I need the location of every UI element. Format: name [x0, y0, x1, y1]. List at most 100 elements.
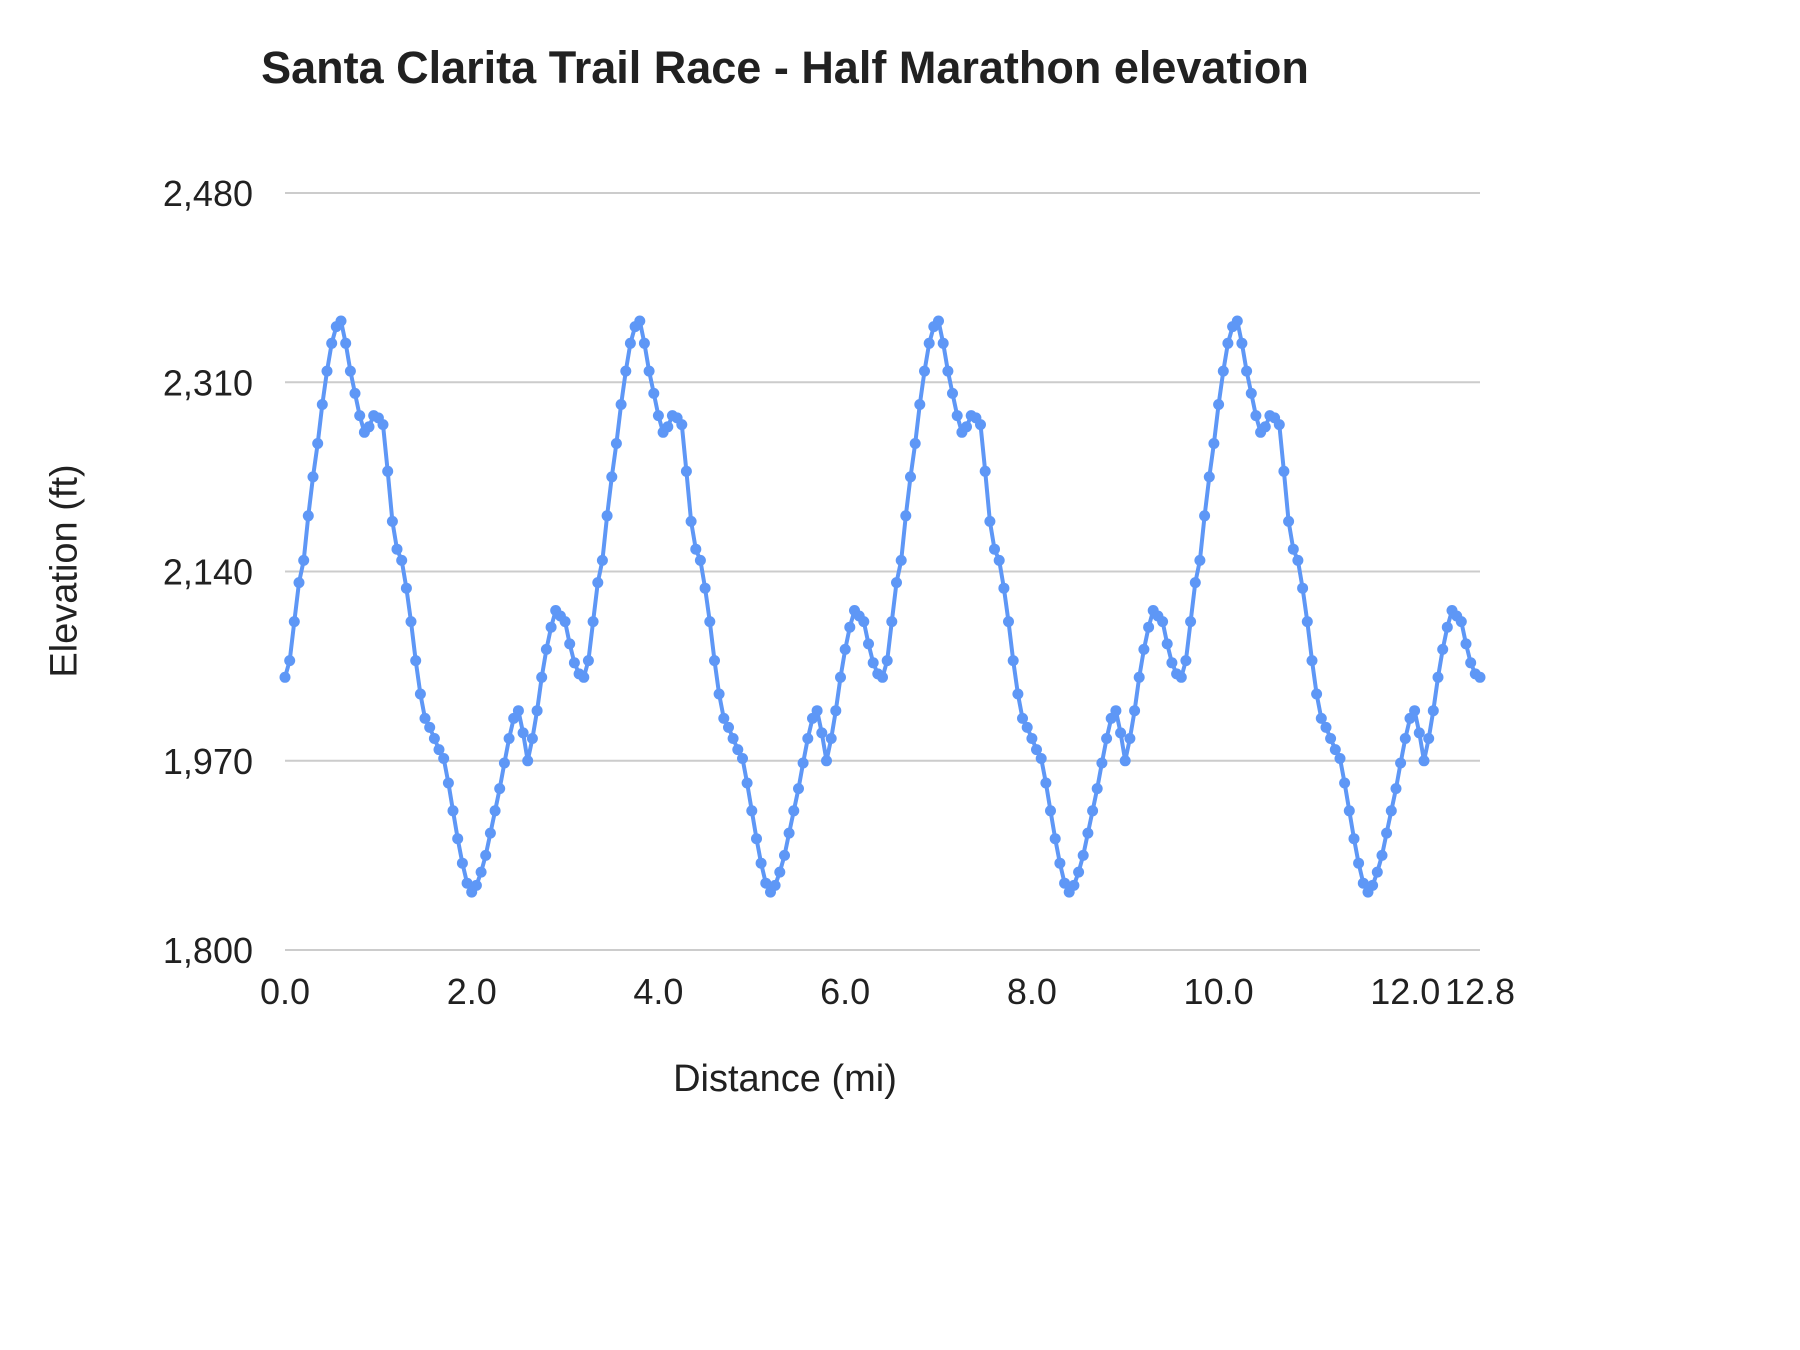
data-point [433, 744, 445, 756]
data-point [587, 616, 599, 628]
data-point [947, 387, 958, 399]
data-point [718, 712, 730, 724]
data-point [1427, 705, 1439, 717]
data-point [942, 365, 954, 377]
data-point [400, 582, 412, 594]
data-point [615, 399, 627, 410]
data-point [540, 643, 552, 655]
data-point [1073, 866, 1085, 878]
data-point [1259, 421, 1271, 433]
data-point [704, 616, 716, 628]
data-point [886, 616, 898, 628]
x-tick-label: 8.0 [1007, 971, 1057, 1012]
y-tick-label: 1,970 [163, 741, 253, 782]
data-point [424, 721, 436, 733]
data-point [1096, 757, 1108, 769]
data-point [382, 465, 394, 477]
x-tick-label: 2.0 [447, 971, 497, 1012]
x-tick-label: 10.0 [1184, 971, 1254, 1012]
data-point [1455, 616, 1467, 628]
data-point [1437, 643, 1449, 655]
data-point [1320, 721, 1332, 733]
data-point [858, 616, 870, 628]
data-point [1157, 616, 1169, 628]
data-point [349, 387, 361, 399]
data-point [1231, 315, 1243, 327]
data-point [606, 471, 618, 483]
data-point [1007, 655, 1019, 667]
data-point [1250, 410, 1262, 422]
y-tick-label: 2,480 [163, 173, 253, 214]
x-tick-label: 4.0 [633, 971, 683, 1012]
data-point [1418, 755, 1430, 767]
data-point [984, 515, 996, 527]
data-point [676, 419, 688, 431]
data-point [1101, 733, 1113, 744]
data-point [1371, 866, 1383, 878]
data-point [298, 554, 310, 566]
data-point [652, 410, 664, 422]
data-point [1012, 688, 1024, 700]
data-point [484, 827, 496, 839]
data-point [662, 421, 674, 433]
data-point [690, 543, 702, 555]
data-point [1161, 638, 1173, 650]
data-point [1283, 515, 1295, 527]
data-point [1390, 783, 1402, 795]
data-point [1236, 337, 1248, 349]
data-point [1138, 643, 1150, 655]
data-point [1077, 849, 1089, 861]
data-point [680, 465, 692, 477]
data-point [933, 315, 944, 327]
data-point [578, 671, 590, 683]
data-point [293, 577, 305, 589]
data-point [1413, 727, 1425, 739]
data-point [391, 543, 403, 555]
data-point [1199, 510, 1211, 522]
data-point [825, 733, 837, 744]
data-point [811, 705, 823, 717]
data-point [316, 399, 328, 410]
data-point [905, 471, 916, 483]
data-point [713, 688, 725, 700]
data-point [354, 410, 366, 422]
data-point [732, 744, 744, 756]
data-point [536, 671, 548, 683]
data-point [1068, 879, 1080, 891]
data-point [844, 621, 856, 633]
data-point [447, 805, 459, 817]
data-point [1376, 849, 1388, 861]
data-point [816, 727, 828, 739]
data-point [559, 616, 571, 628]
x-tick-label: 6.0 [820, 971, 870, 1012]
data-point [1208, 438, 1220, 449]
data-point [737, 753, 748, 764]
data-point [634, 315, 646, 327]
data-point [839, 643, 851, 655]
data-point [783, 827, 795, 839]
data-point [741, 777, 753, 789]
data-point [456, 857, 468, 869]
data-point [601, 510, 613, 522]
data-point [1091, 783, 1103, 795]
data-point [881, 655, 893, 667]
y-axis-title: Elevation (ft) [43, 464, 86, 678]
data-point [914, 399, 926, 410]
data-point [1110, 705, 1122, 717]
data-point [1203, 471, 1215, 483]
data-point [312, 438, 324, 449]
data-point [895, 554, 907, 566]
data-point [1115, 727, 1127, 739]
data-point [1031, 744, 1042, 756]
data-point [961, 421, 972, 433]
data-point [1213, 399, 1225, 410]
data-point [1385, 805, 1397, 817]
data-point [377, 419, 389, 431]
data-point [755, 857, 767, 869]
data-point [428, 733, 440, 744]
data-point [648, 387, 660, 399]
data-point [979, 465, 991, 477]
data-point [442, 777, 454, 789]
data-point [517, 727, 529, 739]
